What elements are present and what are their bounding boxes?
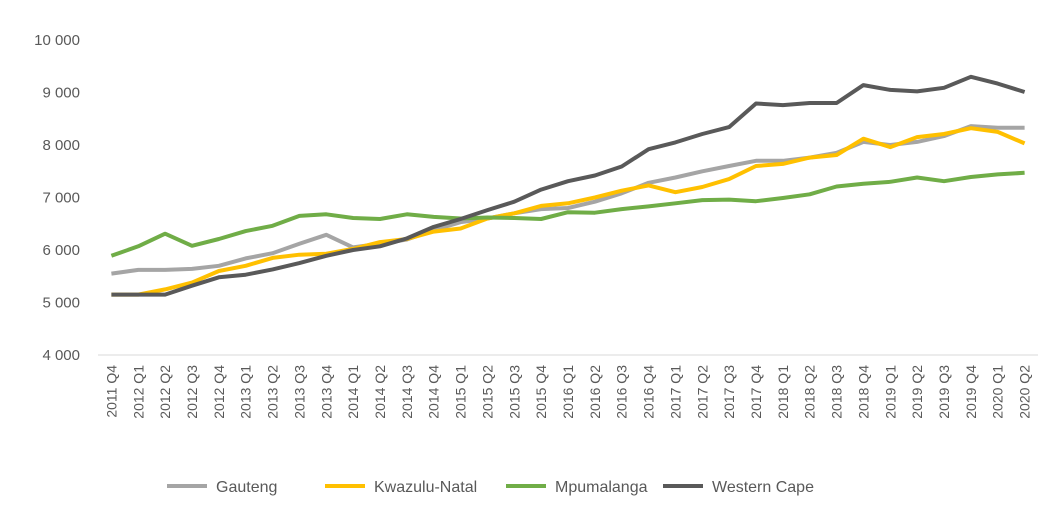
x-tick-label: 2011 Q4 (103, 365, 119, 418)
x-tick-label: 2018 Q3 (829, 365, 845, 419)
x-tick-label: 2018 Q1 (775, 365, 791, 419)
x-tick-label: 2014 Q2 (372, 365, 388, 419)
legend-label: Western Cape (712, 479, 814, 496)
legend-label: Kwazulu-Natal (374, 479, 477, 496)
series-line-kwazulu-natal (111, 126, 1026, 297)
legend: Gauteng Kwazulu-Natal Mpumalanga Western Ca… (167, 479, 814, 496)
y-tick-label: 5 000 (42, 295, 80, 312)
x-tick-label: 2019 Q1 (882, 365, 898, 419)
x-tick-label: 2012 Q2 (157, 365, 173, 419)
x-tick-label: 2012 Q3 (184, 365, 200, 419)
x-tick-label: 2014 Q3 (399, 365, 415, 419)
x-tick-label: 2014 Q4 (426, 365, 442, 419)
x-tick-label: 2020 Q1 (990, 365, 1006, 419)
x-tick-label: 2019 Q4 (963, 365, 979, 419)
series-lines (110, 74, 1026, 297)
x-tick-label: 2020 Q2 (1017, 365, 1033, 419)
y-tick-label: 9 000 (42, 85, 80, 102)
legend-label: Gauteng (216, 479, 277, 496)
x-tick-label: 2017 Q4 (748, 365, 764, 419)
x-tick-label: 2015 Q3 (506, 365, 522, 419)
x-tick-label: 2013 Q4 (318, 365, 334, 419)
x-tick-label: 2018 Q4 (855, 365, 871, 419)
x-axis-tick-labels: 2011 Q4 2012 Q1 2012 Q2 2012 Q3 2012 Q4 2013 … (103, 365, 1032, 419)
series-line-western-cape (111, 74, 1026, 297)
x-tick-label: 2015 Q1 (453, 365, 469, 419)
x-tick-label: 2015 Q2 (479, 365, 495, 419)
x-tick-label: 2016 Q2 (587, 365, 603, 419)
x-tick-label: 2018 Q2 (802, 365, 818, 419)
y-axis-tick-labels: 4 000 5 000 6 000 7 000 8 000 9 000 10 000 (34, 32, 80, 364)
x-tick-label: 2015 Q4 (533, 365, 549, 419)
x-tick-label: 2017 Q2 (694, 365, 710, 419)
x-tick-label: 2013 Q1 (238, 365, 254, 419)
x-tick-label: 2012 Q1 (130, 365, 146, 419)
x-tick-label: 2017 Q1 (667, 365, 683, 419)
y-tick-label: 10 000 (34, 32, 80, 49)
y-tick-label: 6 000 (42, 242, 80, 259)
y-tick-label: 7 000 (42, 190, 80, 207)
y-tick-label: 8 000 (42, 137, 80, 154)
x-tick-label: 2019 Q3 (936, 365, 952, 419)
x-tick-label: 2013 Q3 (291, 365, 307, 419)
x-tick-label: 2013 Q2 (265, 365, 281, 419)
x-tick-label: 2019 Q2 (909, 365, 925, 419)
y-tick-label: 4 000 (42, 347, 80, 364)
x-tick-label: 2012 Q4 (211, 365, 227, 419)
x-tick-label: 2016 Q4 (641, 365, 657, 419)
x-tick-label: 2016 Q1 (560, 365, 576, 419)
x-tick-label: 2017 Q3 (721, 365, 737, 419)
series-line-mpumalanga (110, 170, 1025, 258)
x-tick-label: 2016 Q3 (614, 365, 630, 419)
legend-label: Mpumalanga (555, 479, 648, 496)
x-tick-label: 2014 Q1 (345, 365, 361, 419)
